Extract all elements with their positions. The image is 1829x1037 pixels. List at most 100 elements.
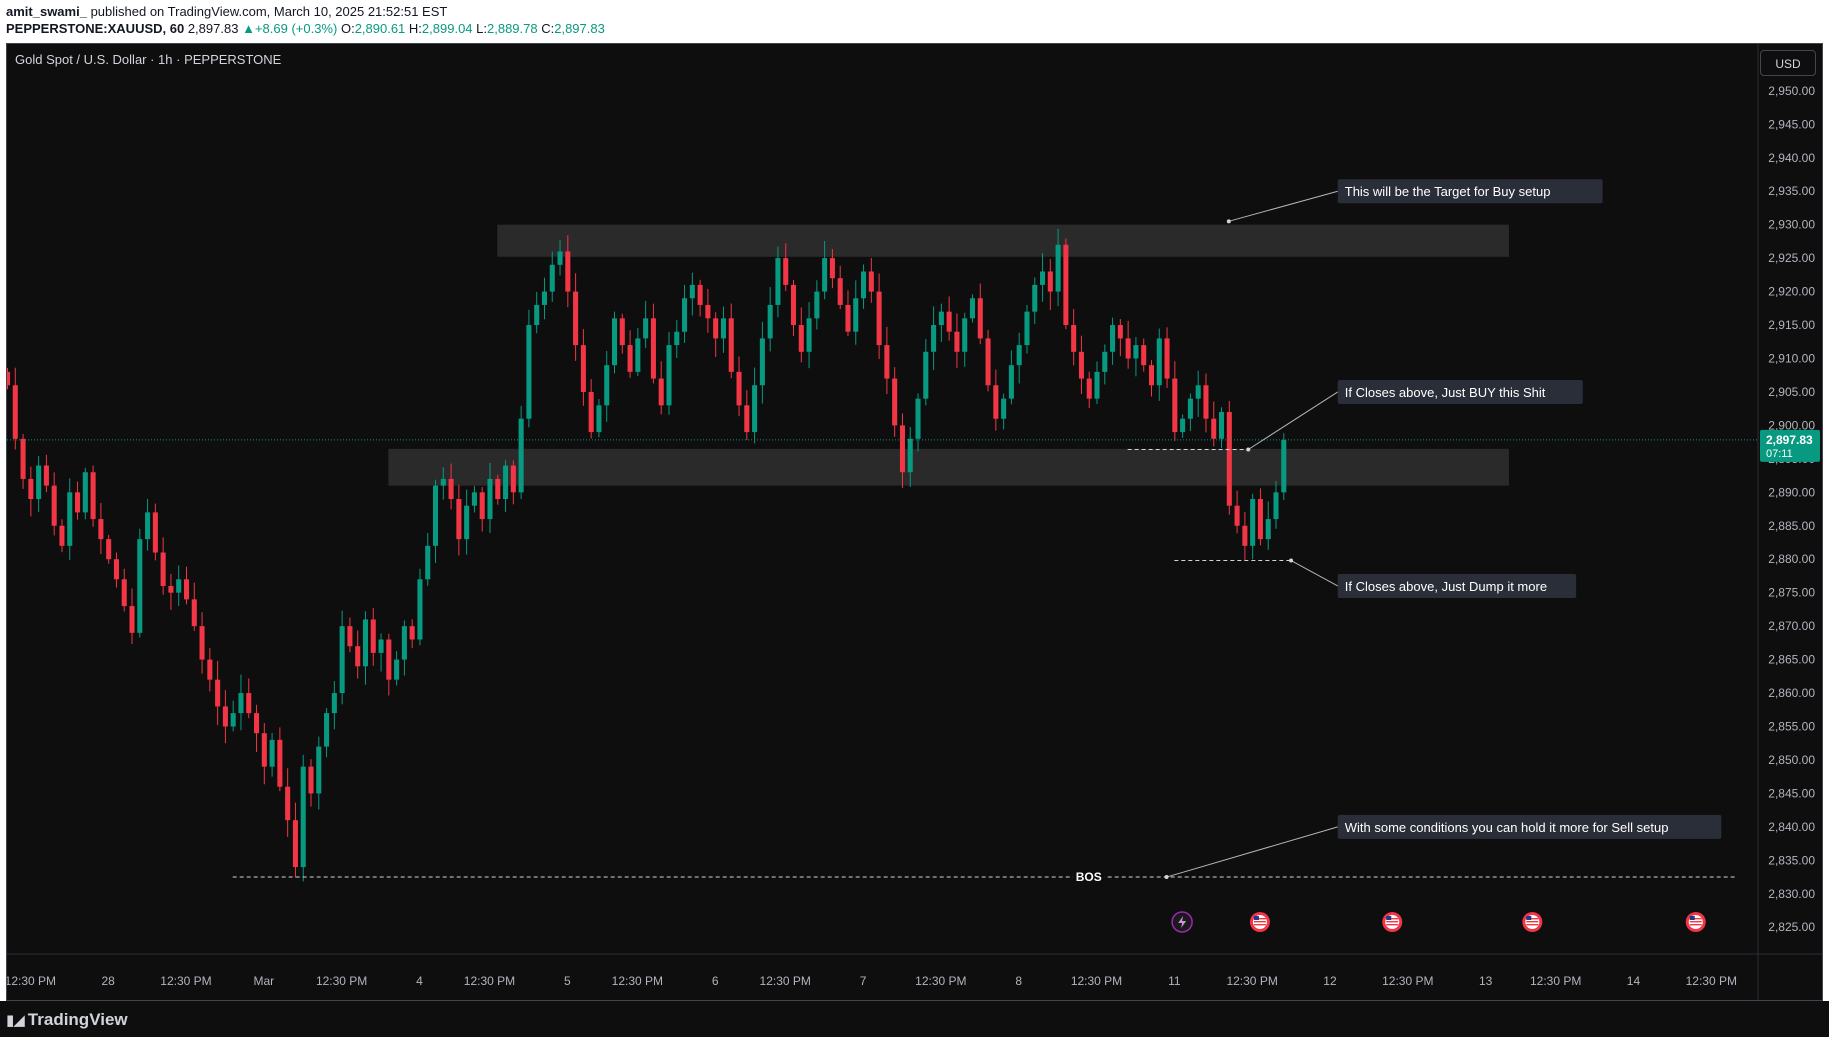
- callout-connector: [1247, 391, 1339, 450]
- candle-body: [899, 425, 905, 473]
- close-value: 2,897.83: [554, 21, 605, 36]
- candle-body: [324, 713, 330, 747]
- time-tick-label: 12:30 PM: [612, 974, 663, 988]
- callout-anchor-dot: [1246, 447, 1251, 452]
- callout-box: [1337, 814, 1722, 839]
- candle-body: [1040, 271, 1046, 285]
- bos-label: BOS: [1076, 870, 1102, 884]
- candle-body: [767, 304, 773, 339]
- lightning-glyph: [1178, 916, 1187, 928]
- candle-body: [907, 438, 913, 473]
- price-tick-label: 2,860.00: [1768, 686, 1815, 700]
- open-value: 2,890.61: [354, 21, 406, 36]
- candle-body: [1156, 338, 1162, 386]
- price-tick-label: 2,900.00: [1768, 418, 1815, 432]
- candle-body: [1133, 345, 1139, 359]
- candle-body: [1187, 398, 1193, 419]
- price-tick-label: 2,940.00: [1768, 151, 1815, 165]
- candle-body: [596, 405, 602, 433]
- candle-body: [269, 739, 275, 767]
- candle-body: [277, 739, 283, 787]
- last-price-tag: [1760, 429, 1820, 462]
- candle-body: [199, 626, 205, 660]
- candle-body: [440, 478, 446, 486]
- candle-body: [580, 345, 586, 392]
- candle-body: [892, 378, 898, 426]
- supply-demand-zone: [388, 448, 1509, 486]
- candle-body: [557, 251, 563, 265]
- candle-body: [1195, 385, 1201, 399]
- candle-body: [798, 325, 804, 352]
- callout-text: If Closes above, Just Dump it more: [1345, 579, 1547, 594]
- price-chart[interactable]: BOS This will be the Target for Buy setup…: [7, 44, 1822, 1000]
- candle-body: [993, 385, 999, 419]
- time-tick-label: 4: [416, 974, 423, 988]
- candle-body: [113, 559, 119, 580]
- candle-body: [464, 505, 470, 540]
- candle-body: [611, 318, 618, 366]
- high-value: 2,899.04: [421, 21, 473, 36]
- candle-body: [837, 278, 843, 305]
- candle-body: [705, 304, 711, 319]
- candle-body: [1141, 345, 1147, 366]
- candle-body: [1063, 244, 1069, 326]
- us-flag-stripe: [1386, 918, 1399, 920]
- callout-box: [1337, 573, 1577, 598]
- candle-body: [456, 499, 462, 540]
- candle-body: [176, 579, 182, 593]
- time-tick-label: 28: [101, 974, 115, 988]
- publish-line: amit_swami_ published on TradingView.com…: [6, 4, 447, 19]
- candle-body: [728, 318, 734, 372]
- candle-body: [736, 371, 742, 406]
- time-tick-label: 14: [1627, 974, 1641, 988]
- candle-body: [806, 318, 812, 352]
- symbol-ohlc-line: PEPPERSTONE:XAUUSD, 60 2,897.83 ▲+8.69 (…: [6, 21, 605, 36]
- candle-body: [145, 512, 151, 540]
- author-name[interactable]: amit_swami_: [6, 4, 87, 19]
- candle-body: [168, 585, 174, 593]
- us-flag-stripe: [1386, 924, 1399, 926]
- candle-body: [7, 371, 11, 386]
- candle-body: [106, 539, 112, 560]
- open-label: O:: [340, 21, 355, 36]
- candle-body: [923, 351, 929, 399]
- us-flag-stripe: [1689, 921, 1702, 923]
- candle-body: [417, 579, 423, 640]
- currency-button[interactable]: USD: [1760, 50, 1816, 76]
- level-label-bg: [1072, 869, 1105, 886]
- candle-body: [845, 304, 851, 332]
- publish-header: amit_swami_ published on TradingView.com…: [0, 0, 1829, 43]
- candle-body: [666, 345, 672, 406]
- callout-text: This will be the Target for Buy setup: [1345, 184, 1551, 199]
- candle-body: [962, 318, 968, 352]
- candle-body: [1024, 311, 1030, 346]
- time-tick-label: 5: [564, 974, 571, 988]
- time-tick-label: 12:30 PM: [1226, 974, 1277, 988]
- candle-body: [59, 525, 65, 546]
- candle-body: [1117, 325, 1123, 339]
- candle-body: [1203, 385, 1209, 419]
- candle-body: [1110, 325, 1116, 352]
- footer-bar: ▮◢ TradingView: [0, 1001, 1829, 1037]
- candle-body: [487, 478, 493, 520]
- candle-body: [1032, 284, 1038, 312]
- callout-anchor-dot: [1226, 219, 1231, 224]
- candle-body: [191, 599, 197, 627]
- time-tick-label: 12:30 PM: [760, 974, 811, 988]
- candle-body: [401, 626, 407, 660]
- price-tick-label: 2,850.00: [1768, 753, 1815, 767]
- candle-body: [1016, 345, 1022, 366]
- price-tick-label: 2,910.00: [1768, 351, 1815, 365]
- candle-body: [510, 465, 516, 493]
- candle-body: [1250, 499, 1256, 546]
- candle-body: [43, 465, 49, 486]
- price-tick-label: 2,885.00: [1768, 519, 1815, 533]
- time-tick-label: 11: [1168, 974, 1181, 988]
- us-flag-stripe: [1386, 921, 1399, 923]
- time-tick-label: 7: [860, 974, 867, 988]
- candle-body: [829, 258, 835, 279]
- tradingview-logo[interactable]: ▮◢ TradingView: [6, 1010, 128, 1030]
- price-tick-label: 2,840.00: [1768, 820, 1815, 834]
- us-flag-canton: [1386, 916, 1392, 920]
- chart-pane[interactable]: BOS This will be the Target for Buy setup…: [6, 43, 1823, 1001]
